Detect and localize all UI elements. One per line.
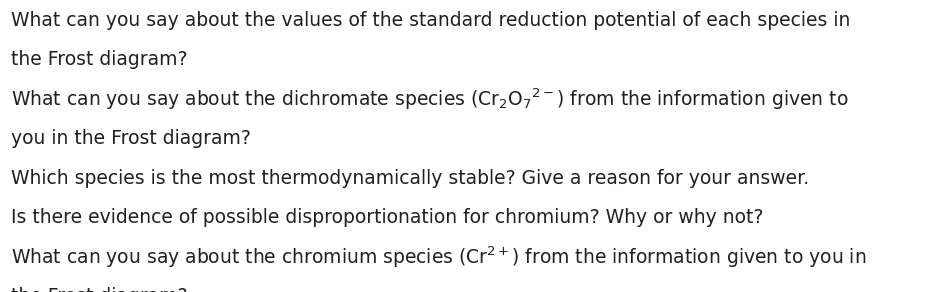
Text: What can you say about the dichromate species (Cr$_{2}$O$_{7}$$^{2-}$) from the : What can you say about the dichromate sp… <box>11 86 849 112</box>
Text: the Frost diagram?: the Frost diagram? <box>11 50 188 69</box>
Text: Which species is the most thermodynamically stable? Give a reason for your answe: Which species is the most thermodynamica… <box>11 168 810 188</box>
Text: the Frost diagram?: the Frost diagram? <box>11 287 188 292</box>
Text: you in the Frost diagram?: you in the Frost diagram? <box>11 129 251 148</box>
Text: What can you say about the chromium species (Cr$^{2+}$) from the information giv: What can you say about the chromium spec… <box>11 244 867 270</box>
Text: Is there evidence of possible disproportionation for chromium? Why or why not?: Is there evidence of possible disproport… <box>11 208 764 227</box>
Text: What can you say about the values of the standard reduction potential of each sp: What can you say about the values of the… <box>11 11 851 30</box>
